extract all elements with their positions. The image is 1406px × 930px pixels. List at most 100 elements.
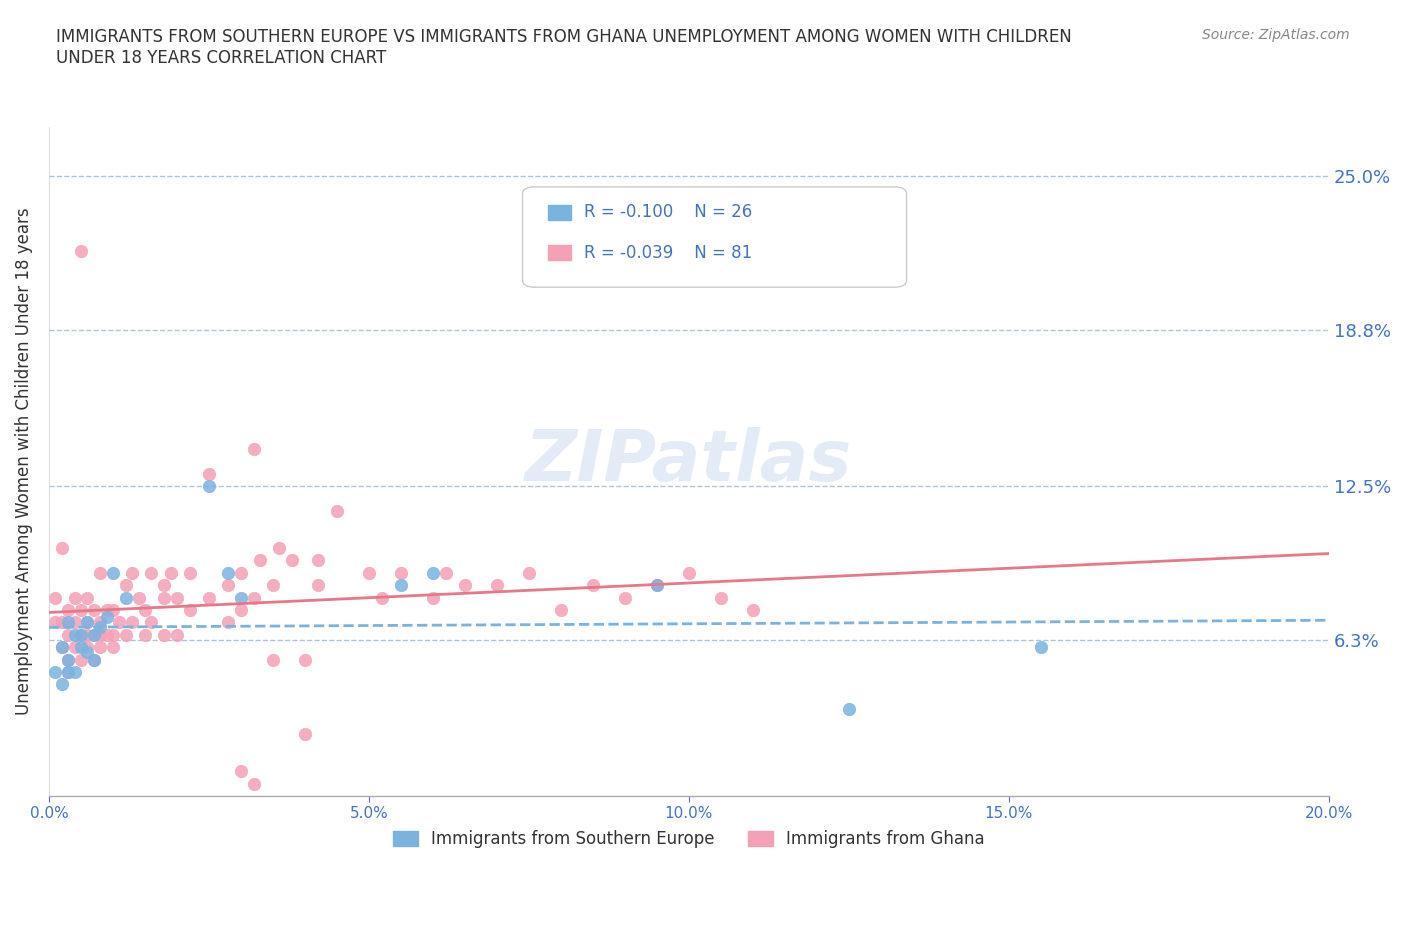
Point	[83, 652, 105, 667]
Point	[83, 603, 105, 618]
Point	[153, 591, 176, 605]
Point	[307, 578, 329, 592]
Point	[371, 591, 394, 605]
Point	[101, 628, 124, 643]
Point	[434, 565, 457, 580]
Text: R = -0.039    N = 81: R = -0.039 N = 81	[583, 244, 752, 261]
Point	[389, 578, 412, 592]
Point	[485, 578, 508, 592]
Point	[262, 578, 284, 592]
Text: Source: ZipAtlas.com: Source: ZipAtlas.com	[1202, 28, 1350, 42]
Point	[96, 628, 118, 643]
Point	[70, 640, 93, 655]
Point	[51, 615, 73, 630]
Point	[63, 591, 86, 605]
Point	[44, 615, 66, 630]
Point	[1029, 640, 1052, 655]
Text: R = -0.100    N = 26: R = -0.100 N = 26	[583, 204, 752, 221]
FancyBboxPatch shape	[548, 245, 571, 260]
Point	[198, 479, 221, 494]
Point	[101, 565, 124, 580]
Point	[44, 591, 66, 605]
Point	[281, 553, 304, 568]
Point	[51, 640, 73, 655]
Point	[56, 615, 79, 630]
Point	[89, 628, 111, 643]
Point	[242, 777, 264, 791]
Point	[121, 565, 143, 580]
Point	[63, 665, 86, 680]
Point	[83, 652, 105, 667]
Point	[70, 652, 93, 667]
Point	[108, 615, 131, 630]
Point	[645, 578, 668, 592]
Point	[710, 591, 733, 605]
Point	[63, 615, 86, 630]
Point	[114, 628, 136, 643]
Legend: Immigrants from Southern Europe, Immigrants from Ghana: Immigrants from Southern Europe, Immigra…	[387, 823, 991, 855]
Point	[83, 628, 105, 643]
Point	[678, 565, 700, 580]
Point	[56, 628, 79, 643]
Point	[141, 615, 163, 630]
Point	[229, 764, 252, 778]
Point	[838, 702, 860, 717]
Point	[153, 578, 176, 592]
FancyBboxPatch shape	[523, 187, 907, 287]
Point	[121, 615, 143, 630]
Point	[70, 243, 93, 258]
Point	[76, 640, 98, 655]
Point	[83, 628, 105, 643]
Point	[217, 615, 239, 630]
Point	[56, 652, 79, 667]
Point	[198, 591, 221, 605]
Point	[166, 591, 188, 605]
Point	[269, 540, 291, 555]
Point	[179, 565, 201, 580]
Point	[76, 615, 98, 630]
Point	[294, 726, 316, 741]
Point	[56, 665, 79, 680]
Point	[63, 628, 86, 643]
Point	[56, 603, 79, 618]
Point	[582, 578, 605, 592]
Point	[262, 652, 284, 667]
Point	[101, 640, 124, 655]
Point	[76, 615, 98, 630]
Point	[128, 591, 150, 605]
Point	[242, 591, 264, 605]
Point	[454, 578, 477, 592]
Point	[389, 565, 412, 580]
Point	[422, 591, 444, 605]
Point	[76, 628, 98, 643]
Point	[217, 565, 239, 580]
Point	[294, 652, 316, 667]
Point	[217, 578, 239, 592]
Point	[51, 677, 73, 692]
Point	[249, 553, 271, 568]
Point	[89, 565, 111, 580]
Point	[76, 644, 98, 659]
Point	[89, 615, 111, 630]
Point	[114, 591, 136, 605]
Point	[63, 640, 86, 655]
Point	[422, 565, 444, 580]
Point	[153, 628, 176, 643]
Point	[326, 503, 349, 518]
FancyBboxPatch shape	[548, 205, 571, 220]
Point	[96, 610, 118, 625]
Text: IMMIGRANTS FROM SOUTHERN EUROPE VS IMMIGRANTS FROM GHANA UNEMPLOYMENT AMONG WOME: IMMIGRANTS FROM SOUTHERN EUROPE VS IMMIG…	[56, 28, 1071, 67]
Point	[198, 466, 221, 481]
Point	[517, 565, 540, 580]
Point	[114, 578, 136, 592]
Point	[229, 591, 252, 605]
Point	[56, 652, 79, 667]
Point	[44, 665, 66, 680]
Text: ZIPatlas: ZIPatlas	[526, 427, 852, 496]
Point	[96, 603, 118, 618]
Point	[242, 442, 264, 457]
Point	[159, 565, 181, 580]
Point	[70, 628, 93, 643]
Point	[89, 620, 111, 635]
Point	[76, 591, 98, 605]
